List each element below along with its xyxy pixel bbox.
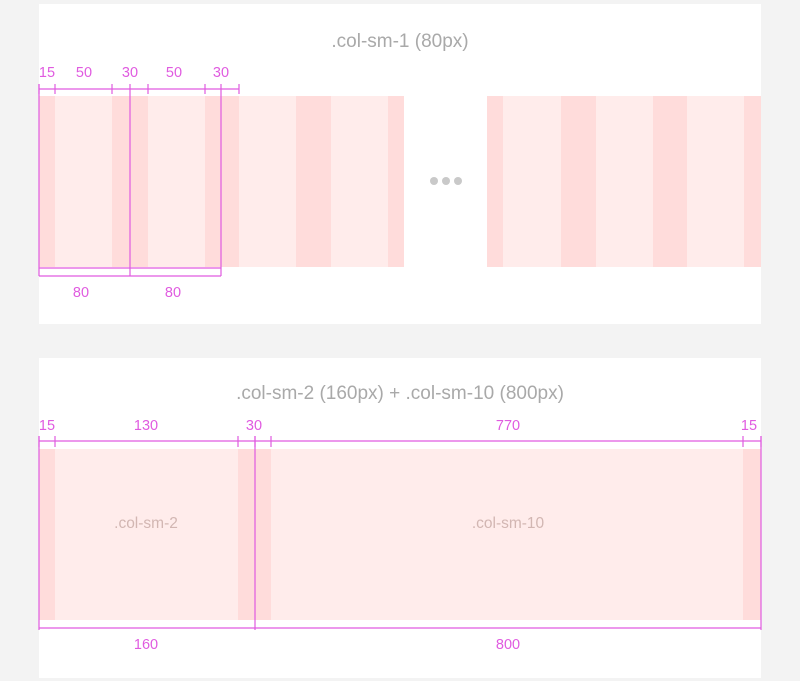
d1-measure-column-total: 80 xyxy=(164,285,182,301)
d1-measure-left-padding: 15 xyxy=(38,65,56,81)
diagram1-title: .col-sm-1 (80px) xyxy=(331,31,469,52)
col-sm-2-content-area xyxy=(55,449,238,620)
column-content-area xyxy=(55,96,112,267)
col-sm-10-label: .col-sm-10 xyxy=(471,515,545,532)
d1-measure-column-width: 50 xyxy=(165,65,183,81)
d2-measure-col-sm-2-content: 130 xyxy=(133,418,159,434)
diagram2-title: .col-sm-2 (160px) + .col-sm-10 (800px) xyxy=(236,383,564,404)
d1-measure-column-total: 80 xyxy=(72,285,90,301)
column-content-area xyxy=(687,96,744,267)
d2-measure-col-sm-2-total: 160 xyxy=(133,637,159,653)
d1-measure-gutter: 30 xyxy=(121,65,139,81)
d2-measure-right-padding: 15 xyxy=(740,418,758,434)
column-content-area xyxy=(148,96,205,267)
d2-measure-gutter: 30 xyxy=(245,418,263,434)
column-content-area xyxy=(596,96,653,267)
d2-measure-left-padding: 15 xyxy=(38,418,56,434)
column-content-area xyxy=(503,96,561,267)
col-sm-2-label: .col-sm-2 xyxy=(114,515,178,532)
more-horizontal-icon xyxy=(430,176,462,186)
d2-measure-col-sm-10-content: 770 xyxy=(495,418,521,434)
d1-measure-gutter: 30 xyxy=(212,65,230,81)
col-sm-10-content-area xyxy=(271,449,743,620)
d2-measure-col-sm-10-total: 800 xyxy=(495,637,521,653)
column-content-area xyxy=(239,96,296,267)
d1-measure-column-width: 50 xyxy=(75,65,93,81)
column-content-area xyxy=(331,96,388,267)
